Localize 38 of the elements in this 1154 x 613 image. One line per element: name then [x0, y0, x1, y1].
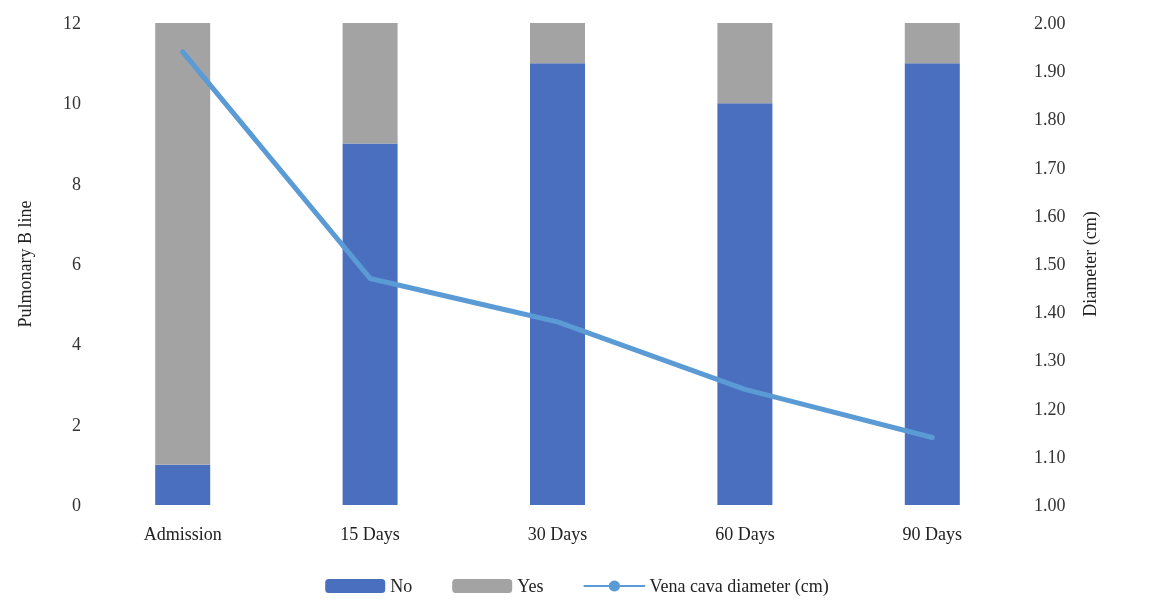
- x-tick-label: 60 Days: [715, 524, 775, 544]
- y-axis-title: Pulmonary B line: [15, 200, 35, 328]
- y2-axis-title: Diameter (cm): [1080, 211, 1101, 317]
- y2-tick-label: 1.60: [1034, 205, 1066, 226]
- bar: [904, 23, 960, 64]
- y2-tick-label: 1.20: [1034, 398, 1066, 419]
- x-tick-label: 30 Days: [527, 524, 588, 544]
- legend-label: No: [390, 576, 413, 596]
- y2-tick-label: 1.40: [1034, 302, 1066, 323]
- x-tick-label: 15 Days: [340, 524, 400, 544]
- bar: [717, 23, 773, 104]
- y2-tick-label: 1.10: [1034, 446, 1066, 467]
- y-tick-label: 10: [63, 93, 81, 114]
- bar: [904, 63, 960, 505]
- y-tick-label: 2: [72, 414, 81, 435]
- y-tick-label: 12: [63, 13, 81, 33]
- legend-label: Vena cava diameter (cm): [649, 576, 829, 597]
- y-tick-label: 8: [72, 173, 81, 194]
- y2-tick-label: 1.30: [1034, 350, 1066, 371]
- y2-tick-label: 1.80: [1034, 109, 1066, 130]
- x-tick-label: 90 Days: [902, 524, 963, 544]
- y2-tick-label: 1.70: [1034, 157, 1066, 178]
- y-tick-label: 6: [72, 254, 81, 274]
- bar: [530, 23, 585, 64]
- bar: [155, 464, 211, 505]
- bar: [342, 143, 398, 505]
- bar: [717, 103, 773, 505]
- y-tick-label: 0: [72, 495, 81, 515]
- y-tick-label: 4: [72, 334, 81, 355]
- bar: [342, 23, 398, 144]
- x-tick-label: Admission: [143, 524, 222, 544]
- y2-tick-label: 2.00: [1034, 13, 1066, 33]
- bar: [530, 63, 585, 505]
- bar: [155, 23, 211, 465]
- y2-tick-label: 1.00: [1034, 495, 1066, 515]
- y2-tick-label: 1.90: [1034, 61, 1066, 82]
- legend-label: Yes: [517, 576, 544, 596]
- y2-tick-label: 1.50: [1034, 254, 1066, 274]
